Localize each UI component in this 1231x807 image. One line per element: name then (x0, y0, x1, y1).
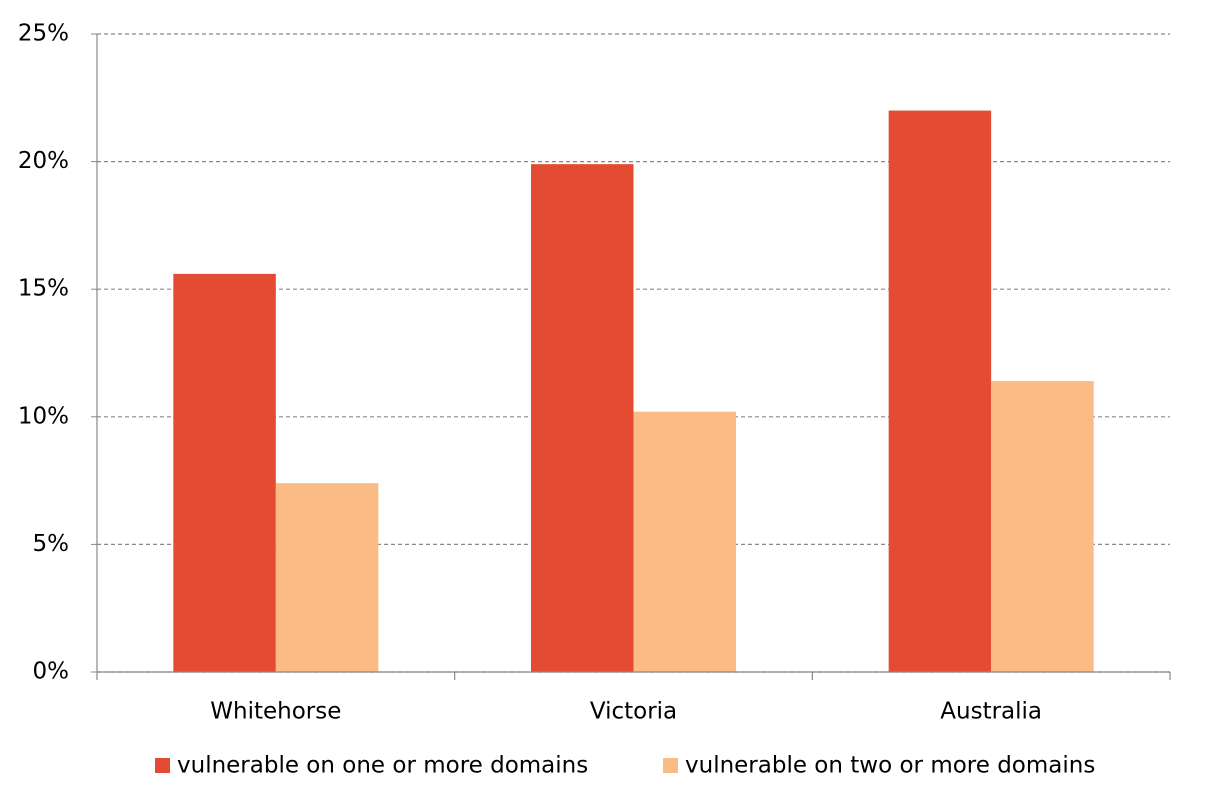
y-tick-label: 15% (18, 276, 69, 302)
bar (991, 381, 1094, 672)
x-tick-label: Victoria (590, 699, 677, 725)
bar (888, 110, 992, 672)
bar (531, 164, 634, 673)
bar (275, 483, 379, 672)
y-tick-label: 20% (18, 148, 69, 174)
bar (633, 411, 736, 672)
x-tick-label: Australia (940, 699, 1042, 725)
legend-swatch (663, 758, 678, 773)
legend-swatch (155, 758, 170, 773)
y-tick-label: 25% (18, 21, 69, 47)
legend-label: vulnerable on two or more domains (685, 753, 1095, 779)
x-tick-label: Whitehorse (210, 699, 341, 725)
y-tick-label: 5% (33, 531, 70, 557)
bar (173, 273, 276, 672)
y-tick-label: 0% (33, 659, 70, 685)
y-tick-label: 10% (18, 403, 69, 429)
legend-label: vulnerable on one or more domains (177, 753, 588, 779)
